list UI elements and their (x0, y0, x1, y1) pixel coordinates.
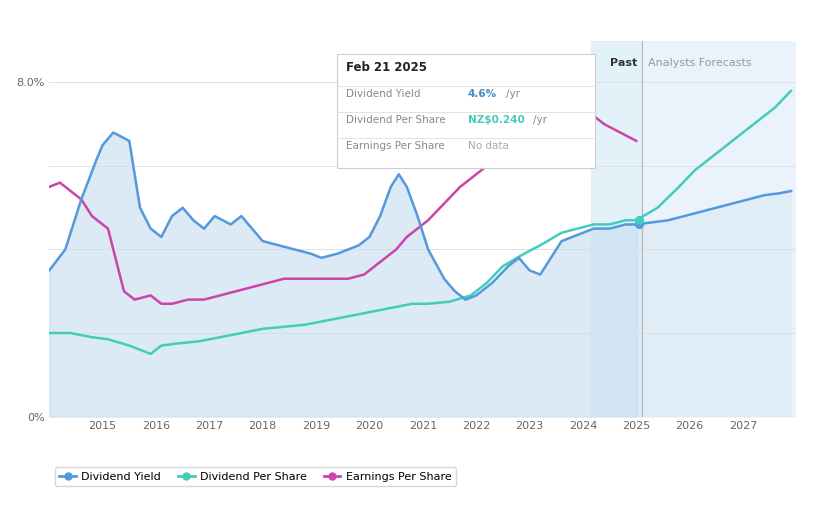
Text: NZ$0.240: NZ$0.240 (468, 115, 525, 125)
Legend: Dividend Yield, Dividend Per Share, Earnings Per Share: Dividend Yield, Dividend Per Share, Earn… (55, 467, 456, 486)
Point (632, 216, 645, 225)
Text: No data: No data (468, 141, 508, 151)
Bar (591, 41, 641, 417)
Point (632, 220, 645, 229)
Text: Past: Past (610, 57, 637, 68)
Text: Earnings Per Share: Earnings Per Share (346, 141, 445, 151)
Text: Dividend Yield: Dividend Yield (346, 89, 420, 99)
Text: Analysts Forecasts: Analysts Forecasts (648, 57, 752, 68)
Text: /yr: /yr (534, 115, 548, 125)
Text: /yr: /yr (507, 89, 521, 99)
Bar (641, 41, 796, 417)
Text: Feb 21 2025: Feb 21 2025 (346, 60, 427, 74)
FancyBboxPatch shape (337, 54, 594, 169)
Text: 4.6%: 4.6% (468, 89, 497, 99)
Text: Dividend Per Share: Dividend Per Share (346, 115, 446, 125)
